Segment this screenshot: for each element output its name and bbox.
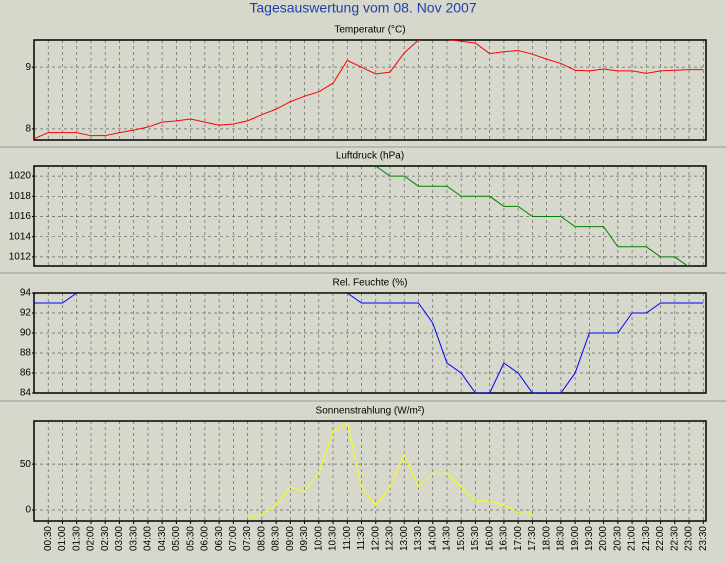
y-tick-label: 86: [20, 368, 32, 379]
x-tick-label: 04:00: [143, 526, 154, 551]
x-tick-label: 08:30: [271, 526, 282, 551]
panel-title: Sonnenstrahlung (W/m²): [316, 406, 425, 417]
x-tick-label: 03:30: [128, 526, 139, 551]
x-tick-label: 20:00: [598, 526, 609, 551]
x-tick-label: 09:30: [299, 526, 310, 551]
x-tick-label: 23:30: [698, 526, 709, 551]
x-tick-label: 17:30: [527, 526, 538, 551]
y-tick-label: 1020: [9, 171, 32, 182]
x-tick-label: 13:00: [399, 526, 410, 551]
x-tick-label: 19:30: [584, 526, 595, 551]
x-tick-label: 06:30: [214, 526, 225, 551]
y-tick-label: 90: [20, 328, 32, 339]
x-tick-label: 22:00: [655, 526, 666, 551]
x-tick-label: 15:00: [456, 526, 467, 551]
x-tick-label: 06:00: [200, 526, 211, 551]
x-tick-label: 08:00: [256, 526, 267, 551]
y-tick-label: 88: [20, 348, 32, 359]
x-tick-label: 14:30: [442, 526, 453, 551]
line: [34, 293, 704, 393]
line: [34, 40, 704, 140]
x-tick-label: 07:30: [242, 526, 253, 551]
x-tick-label: 17:00: [513, 526, 524, 551]
y-tick-label: 1016: [9, 211, 32, 222]
x-tick-label: 10:00: [313, 526, 324, 551]
y-tick-label: 1012: [9, 252, 32, 263]
y-tick-label: 92: [20, 308, 32, 319]
x-tick-label: 11:30: [356, 526, 367, 551]
x-tick-label: 12:00: [370, 526, 381, 551]
x-tick-label: 16:00: [484, 526, 495, 551]
plot-frame: [33, 292, 707, 394]
x-tick-label: 01:30: [71, 526, 82, 551]
plot-frame: [33, 39, 707, 141]
y-tick-label: 8: [25, 124, 31, 135]
x-tick-label: 02:30: [100, 526, 111, 551]
page-title: Tagesauswertung vom 08. Nov 2007: [249, 0, 476, 16]
plot-frame: [33, 420, 707, 522]
y-tick-label: 1014: [9, 231, 32, 242]
x-tick-label: 22:30: [669, 526, 680, 551]
x-tick-label: 16:30: [499, 526, 510, 551]
panel-title: Luftdruck (hPa): [336, 151, 404, 162]
x-tick-label: 18:30: [556, 526, 567, 551]
x-tick-label: 21:30: [641, 526, 652, 551]
x-tick-label: 00:30: [43, 526, 54, 551]
x-tick-label: 15:30: [470, 526, 481, 551]
x-tick-label: 12:30: [385, 526, 396, 551]
x-tick-label: 11:00: [342, 526, 353, 551]
x-tick-label: 19:00: [570, 526, 581, 551]
x-tick-label: 04:30: [157, 526, 168, 551]
panel-title: Temperatur (°C): [334, 25, 405, 36]
x-tick-label: 05:00: [171, 526, 182, 551]
x-tick-label: 03:00: [114, 526, 125, 551]
line: [375, 166, 689, 266]
panel-title: Rel. Feuchte (%): [332, 278, 407, 289]
x-tick-label: 09:00: [285, 526, 296, 551]
x-tick-label: 02:00: [86, 526, 97, 551]
y-tick-label: 94: [20, 288, 32, 299]
x-tick-label: 23:00: [684, 526, 695, 551]
x-tick-label: 05:30: [185, 526, 196, 551]
x-tick-label: 14:00: [427, 526, 438, 551]
x-tick-label: 07:00: [228, 526, 239, 551]
y-tick-label: 50: [20, 459, 32, 470]
plot-frame: [33, 165, 707, 267]
x-tick-label: 10:30: [328, 526, 339, 551]
x-tick-label: 18:00: [541, 526, 552, 551]
y-tick-label: 84: [20, 388, 32, 399]
x-tick-label: 20:30: [612, 526, 623, 551]
y-tick-label: 9: [25, 62, 31, 73]
x-tick-label: 01:00: [57, 526, 68, 551]
line: [247, 422, 533, 518]
x-tick-label: 21:00: [627, 526, 638, 551]
x-tick-label: 13:30: [413, 526, 424, 551]
y-tick-label: 0: [25, 505, 31, 516]
y-tick-label: 1018: [9, 191, 32, 202]
